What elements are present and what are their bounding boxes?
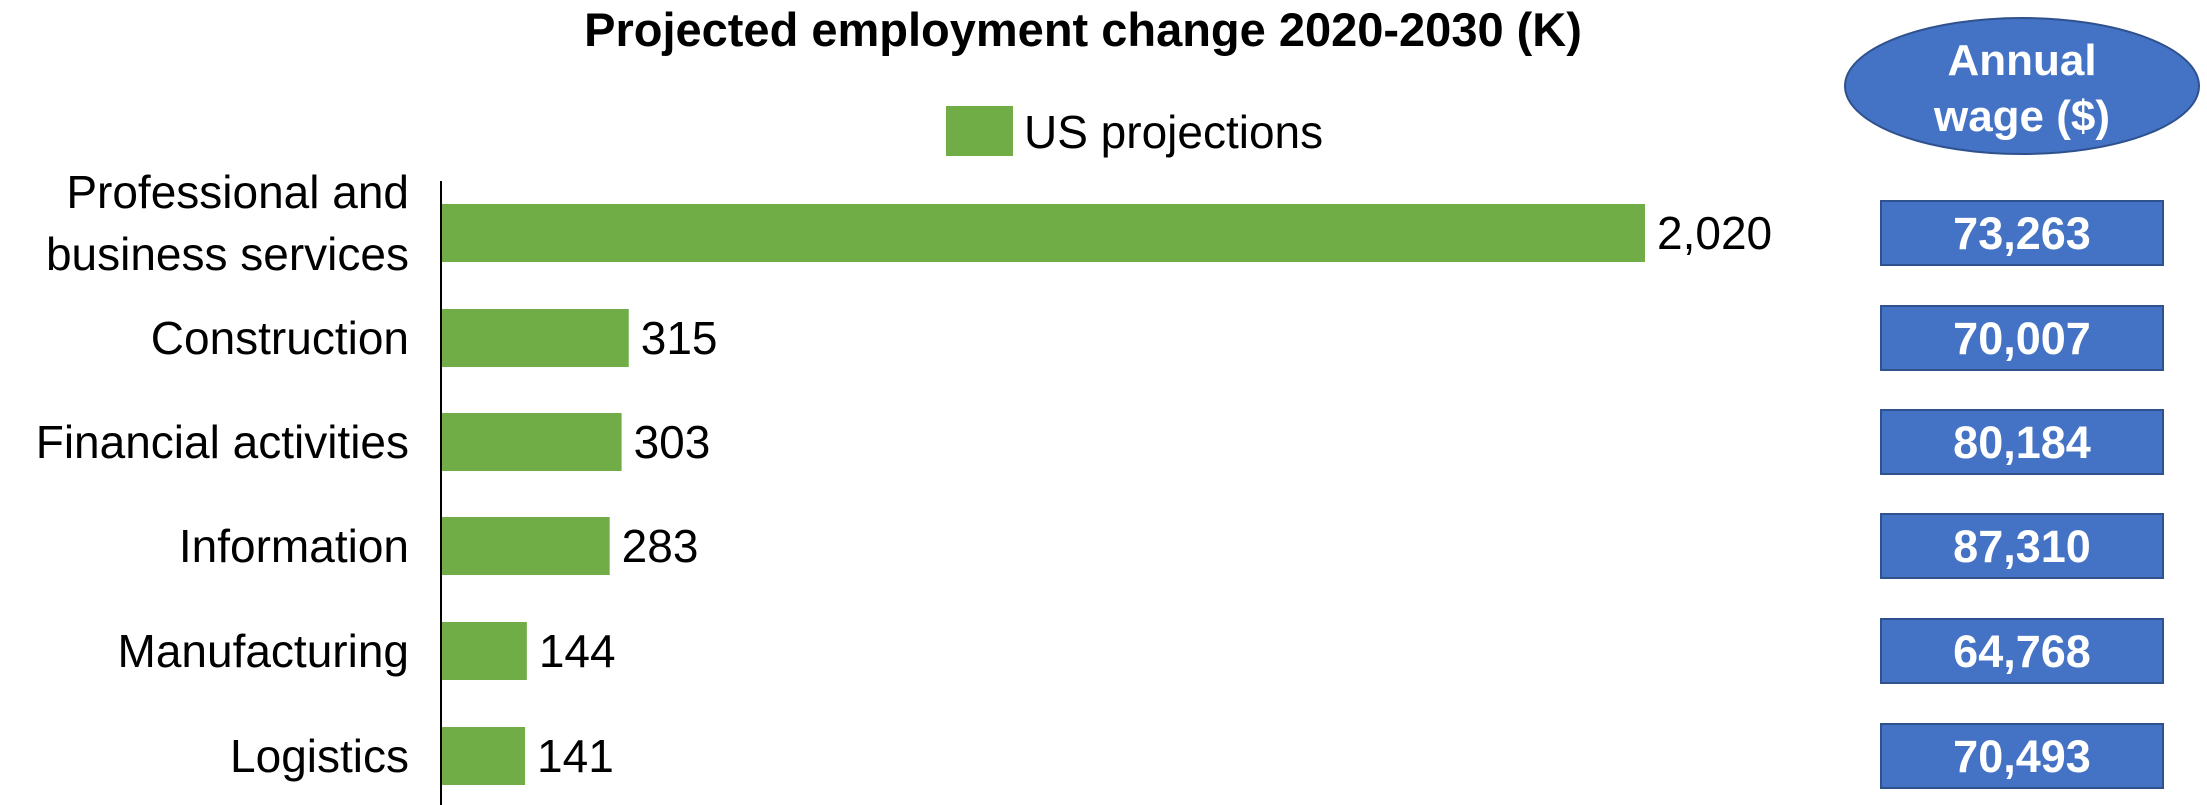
wage-box [1880,513,2164,579]
wage-box [1880,723,2164,789]
category-label: business services [46,228,409,280]
wage-value: 70,007 [1953,313,2091,364]
wage-value: 80,184 [1953,417,2091,468]
bar-value-label: 283 [622,520,699,572]
wage-boxes: 73,263 70,007 80,184 87,310 64,768 70,493 [1880,200,2164,789]
category-label: Manufacturing [118,625,410,677]
category-label: Professional and [66,166,409,218]
bar [441,413,622,471]
wage-box [1880,409,2164,475]
bars-group: 2,020 Professional and business services 31… [36,166,1772,785]
wage-header-ellipse [1844,17,2200,155]
category-label: Financial activities [36,416,409,468]
bar-value-label: 2,020 [1657,207,1772,259]
bar [441,204,1645,262]
category-label: Logistics [230,730,409,782]
bar-value-label: 144 [539,625,616,677]
category-label: Information [179,520,409,572]
legend: US projections [946,106,1323,158]
bar-value-label: 303 [634,416,711,468]
wage-header-line-1: Annual [1947,36,2096,85]
wage-value: 70,493 [1953,731,2091,782]
legend-swatch [946,106,1013,156]
wage-header-line-2: wage ($) [1933,92,2110,141]
wage-value: 73,263 [1953,208,2091,259]
bar [441,517,610,575]
bar [441,309,629,367]
category-label: Construction [151,312,409,364]
wage-value: 87,310 [1953,521,2091,572]
wage-box [1880,200,2164,266]
chart-title: Projected employment change 2020-2030 (K… [584,3,1582,56]
bar-value-label: 141 [537,730,614,782]
wage-panel: Annual wage ($) 73,263 70,007 80,184 87,310… [1844,17,2200,789]
bar-value-label: 315 [641,312,718,364]
bar [441,727,526,785]
bar [441,622,527,680]
legend-label: US projections [1024,106,1323,158]
wage-box [1880,618,2164,684]
wage-box [1880,305,2164,371]
wage-value: 64,768 [1953,626,2091,677]
